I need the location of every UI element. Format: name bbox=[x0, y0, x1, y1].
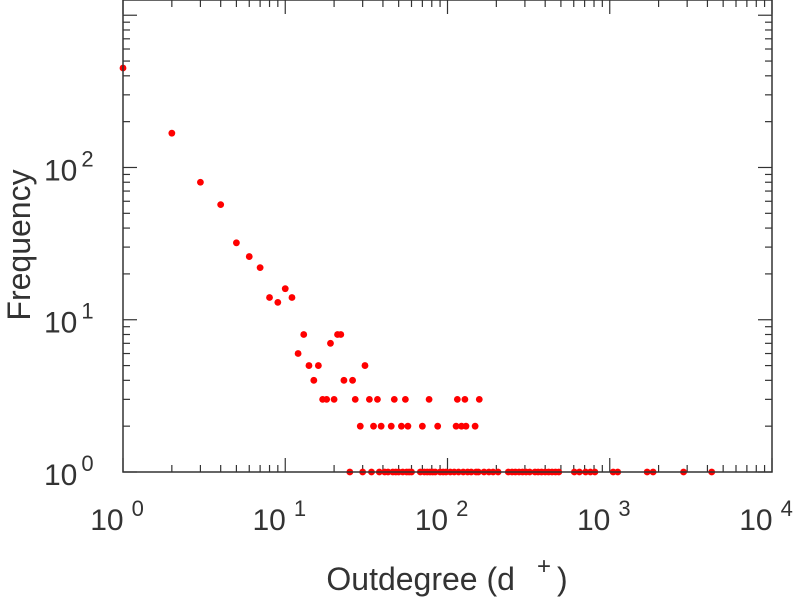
data-point bbox=[471, 422, 479, 430]
data-point bbox=[314, 362, 322, 369]
x-tick-label: 10 0 bbox=[90, 496, 144, 537]
data-point bbox=[294, 350, 302, 357]
y-tick-label-exp: 1 bbox=[81, 299, 93, 324]
data-point bbox=[398, 422, 405, 430]
x-axis-title-sup: + bbox=[537, 553, 551, 580]
x-axis-title: Outdegree (d +) bbox=[326, 553, 567, 597]
data-point bbox=[462, 422, 470, 430]
data-point bbox=[323, 395, 331, 403]
data-point bbox=[310, 376, 318, 384]
y-tick-label-exp: 2 bbox=[81, 146, 93, 171]
data-point bbox=[330, 395, 338, 403]
x-tick-label-exp: 1 bbox=[294, 496, 306, 521]
data-point bbox=[233, 239, 240, 247]
data-point bbox=[461, 395, 469, 403]
y-tick-label: 10 1 bbox=[44, 299, 94, 340]
data-point bbox=[274, 298, 282, 306]
data-point bbox=[349, 376, 356, 384]
data-point bbox=[453, 395, 461, 403]
data-point bbox=[256, 264, 264, 272]
data-point bbox=[377, 422, 385, 430]
data-point bbox=[281, 285, 289, 293]
data-point bbox=[266, 294, 273, 301]
data-point bbox=[374, 395, 381, 403]
data-point bbox=[365, 395, 373, 403]
x-tick-label: 10 1 bbox=[252, 496, 306, 537]
y-tick-label-exp: 0 bbox=[81, 451, 93, 476]
x-tick-label-base: 10 bbox=[415, 504, 448, 537]
x-tick-label-exp: 4 bbox=[781, 496, 793, 521]
x-tick-label-exp: 3 bbox=[618, 496, 630, 521]
data-point bbox=[361, 362, 369, 369]
data-point bbox=[300, 331, 308, 338]
x-tick-label-base: 10 bbox=[252, 504, 285, 537]
data-point bbox=[168, 129, 176, 137]
data-point bbox=[288, 294, 296, 301]
x-axis-title-close: ) bbox=[557, 561, 568, 597]
x-axis-title-text: Outdegree (d bbox=[326, 561, 515, 597]
x-tick-label-base: 10 bbox=[90, 504, 123, 537]
y-tick-label: 10 2 bbox=[44, 146, 94, 187]
x-tick-label: 10 2 bbox=[415, 496, 469, 537]
data-point bbox=[434, 422, 442, 430]
data-point bbox=[387, 422, 395, 430]
x-tick-label: 10 3 bbox=[577, 496, 631, 537]
x-tick-label-base: 10 bbox=[739, 504, 772, 537]
data-point bbox=[475, 395, 483, 403]
x-tick-label: 10 4 bbox=[739, 496, 793, 537]
y-tick-label-base: 10 bbox=[44, 459, 77, 492]
data-point bbox=[245, 253, 253, 260]
x-tick-label-exp: 2 bbox=[456, 496, 468, 521]
tick-labels: 10 0 10 1 10 2 10 3 10 410 010 110 2 bbox=[44, 146, 793, 537]
data-point bbox=[340, 376, 348, 384]
axis-ticks bbox=[122, 0, 773, 473]
y-axis-title: Frequency bbox=[1, 169, 37, 320]
data-point bbox=[337, 331, 345, 338]
data-point bbox=[404, 422, 412, 430]
data-point bbox=[452, 422, 460, 430]
data-point bbox=[217, 201, 225, 209]
data-point bbox=[197, 178, 204, 186]
data-point bbox=[327, 339, 334, 347]
data-points bbox=[119, 64, 716, 476]
data-point bbox=[425, 395, 433, 403]
data-point bbox=[390, 395, 398, 403]
y-tick-label: 10 0 bbox=[44, 451, 94, 492]
y-tick-label-base: 10 bbox=[44, 154, 77, 187]
data-point bbox=[370, 422, 377, 430]
data-point bbox=[401, 395, 409, 403]
plot-frame bbox=[122, 0, 773, 473]
data-point bbox=[351, 395, 359, 403]
data-point bbox=[305, 362, 313, 369]
data-point bbox=[418, 422, 426, 430]
x-tick-label-exp: 0 bbox=[132, 496, 144, 521]
x-tick-label-base: 10 bbox=[577, 504, 610, 537]
data-point bbox=[356, 422, 364, 430]
y-tick-label-base: 10 bbox=[44, 307, 77, 340]
